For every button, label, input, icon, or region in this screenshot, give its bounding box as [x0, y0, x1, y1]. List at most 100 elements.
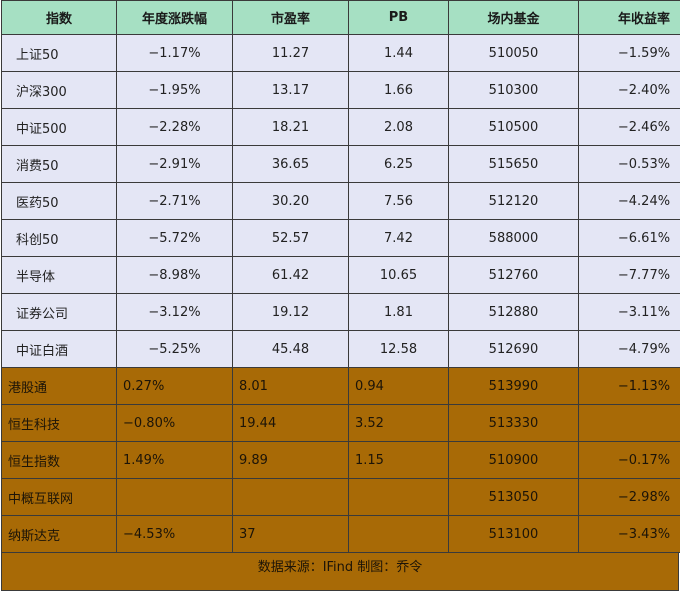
pe-cell: 13.17 — [232, 71, 349, 109]
table-row: 纳斯达克 −4.53% 37 513100 −3.43% — [1, 515, 680, 553]
pb-cell — [348, 478, 449, 516]
fund-code-cell: 510300 — [448, 71, 579, 109]
annual-change-cell: −2.71% — [116, 182, 233, 220]
table-header: 指数 年度涨跌幅 市盈率 PB 场内基金 年收益率 — [1, 0, 680, 35]
annual-return-cell: −3.43% — [578, 515, 680, 553]
annual-change-cell: −3.12% — [116, 293, 233, 331]
pe-cell: 36.65 — [232, 145, 349, 183]
annual-return-cell — [578, 404, 680, 442]
index-name-cell: 港股通 — [1, 367, 117, 405]
source-footer: 数据来源：IFind 制图：乔令 — [1, 553, 679, 591]
index-name-cell: 中证500 — [1, 108, 117, 146]
annual-return-cell: −2.98% — [578, 478, 680, 516]
annual-change-cell: −0.80% — [116, 404, 233, 442]
fund-code-cell: 513330 — [448, 404, 579, 442]
pb-cell: 0.94 — [348, 367, 449, 405]
annual-return-cell: −1.13% — [578, 367, 680, 405]
annual-change-cell: −5.72% — [116, 219, 233, 257]
annual-change-cell: −5.25% — [116, 330, 233, 368]
table-body: 上证50 −1.17% 11.27 1.44 510050 −1.59% 沪深300 −1.9… — [1, 34, 680, 553]
index-name-cell: 消费50 — [1, 145, 117, 183]
header-pe: 市盈率 — [232, 0, 349, 35]
fund-code-cell: 513990 — [448, 367, 579, 405]
fund-code-cell: 510900 — [448, 441, 579, 479]
fund-code-cell: 512690 — [448, 330, 579, 368]
index-name-cell: 证券公司 — [1, 293, 117, 331]
pb-cell: 1.44 — [348, 34, 449, 72]
fund-code-cell: 510050 — [448, 34, 579, 72]
pe-cell: 19.12 — [232, 293, 349, 331]
annual-change-cell — [116, 478, 233, 516]
header-annual-return: 年收益率 — [578, 0, 680, 35]
index-name-cell: 中证白酒 — [1, 330, 117, 368]
table-row: 中证白酒 −5.25% 45.48 12.58 512690 −4.79% — [1, 330, 680, 368]
fund-code-cell: 513100 — [448, 515, 579, 553]
pb-cell: 1.66 — [348, 71, 449, 109]
annual-change-cell: 1.49% — [116, 441, 233, 479]
pb-cell: 1.15 — [348, 441, 449, 479]
table-row: 恒生指数 1.49% 9.89 1.15 510900 −0.17% — [1, 441, 680, 479]
pb-cell: 12.58 — [348, 330, 449, 368]
pb-cell: 6.25 — [348, 145, 449, 183]
annual-return-cell: −4.24% — [578, 182, 680, 220]
pb-cell: 3.52 — [348, 404, 449, 442]
table-row: 恒生科技 −0.80% 19.44 3.52 513330 — [1, 404, 680, 442]
header-index: 指数 — [1, 0, 117, 35]
fund-code-cell: 513050 — [448, 478, 579, 516]
annual-return-cell: −2.46% — [578, 108, 680, 146]
annual-return-cell: −4.79% — [578, 330, 680, 368]
index-name-cell: 科创50 — [1, 219, 117, 257]
annual-change-cell: −8.98% — [116, 256, 233, 294]
annual-change-cell: −1.17% — [116, 34, 233, 72]
index-name-cell: 中概互联网 — [1, 478, 117, 516]
table-row: 消费50 −2.91% 36.65 6.25 515650 −0.53% — [1, 145, 680, 183]
pe-cell — [232, 478, 349, 516]
table-row: 中概互联网 513050 −2.98% — [1, 478, 680, 516]
valuation-table: 指数 年度涨跌幅 市盈率 PB 场内基金 年收益率 上证50 −1.17% 11.2… — [1, 0, 680, 553]
table-row: 上证50 −1.17% 11.27 1.44 510050 −1.59% — [1, 34, 680, 72]
annual-return-cell: −6.61% — [578, 219, 680, 257]
fund-code-cell: 588000 — [448, 219, 579, 257]
annual-return-cell: −0.53% — [578, 145, 680, 183]
annual-return-cell: −1.59% — [578, 34, 680, 72]
pe-cell: 52.57 — [232, 219, 349, 257]
fund-code-cell: 512120 — [448, 182, 579, 220]
table-row: 港股通 0.27% 8.01 0.94 513990 −1.13% — [1, 367, 680, 405]
pe-cell: 11.27 — [232, 34, 349, 72]
annual-change-cell: −1.95% — [116, 71, 233, 109]
table-row: 证券公司 −3.12% 19.12 1.81 512880 −3.11% — [1, 293, 680, 331]
index-name-cell: 恒生指数 — [1, 441, 117, 479]
fund-code-cell: 512880 — [448, 293, 579, 331]
annual-return-cell: −0.17% — [578, 441, 680, 479]
fund-code-cell: 512760 — [448, 256, 579, 294]
annual-change-cell: −2.91% — [116, 145, 233, 183]
annual-change-cell: −4.53% — [116, 515, 233, 553]
index-name-cell: 医药50 — [1, 182, 117, 220]
pe-cell: 9.89 — [232, 441, 349, 479]
pb-cell: 1.81 — [348, 293, 449, 331]
table-row: 中证500 −2.28% 18.21 2.08 510500 −2.46% — [1, 108, 680, 146]
pb-cell: 10.65 — [348, 256, 449, 294]
pb-cell: 7.56 — [348, 182, 449, 220]
pe-cell: 30.20 — [232, 182, 349, 220]
fund-code-cell: 510500 — [448, 108, 579, 146]
index-name-cell: 沪深300 — [1, 71, 117, 109]
pe-cell: 37 — [232, 515, 349, 553]
pb-cell: 2.08 — [348, 108, 449, 146]
index-name-cell: 上证50 — [1, 34, 117, 72]
index-name-cell: 恒生科技 — [1, 404, 117, 442]
table-row: 医药50 −2.71% 30.20 7.56 512120 −4.24% — [1, 182, 680, 220]
pe-cell: 19.44 — [232, 404, 349, 442]
pb-cell — [348, 515, 449, 553]
annual-return-cell: −2.40% — [578, 71, 680, 109]
header-pb: PB — [348, 0, 449, 35]
annual-change-cell: −2.28% — [116, 108, 233, 146]
table-row: 沪深300 −1.95% 13.17 1.66 510300 −2.40% — [1, 71, 680, 109]
index-name-cell: 纳斯达克 — [1, 515, 117, 553]
table-row: 科创50 −5.72% 52.57 7.42 588000 −6.61% — [1, 219, 680, 257]
index-name-cell: 半导体 — [1, 256, 117, 294]
pe-cell: 45.48 — [232, 330, 349, 368]
header-annual-change: 年度涨跌幅 — [116, 0, 233, 35]
pe-cell: 18.21 — [232, 108, 349, 146]
